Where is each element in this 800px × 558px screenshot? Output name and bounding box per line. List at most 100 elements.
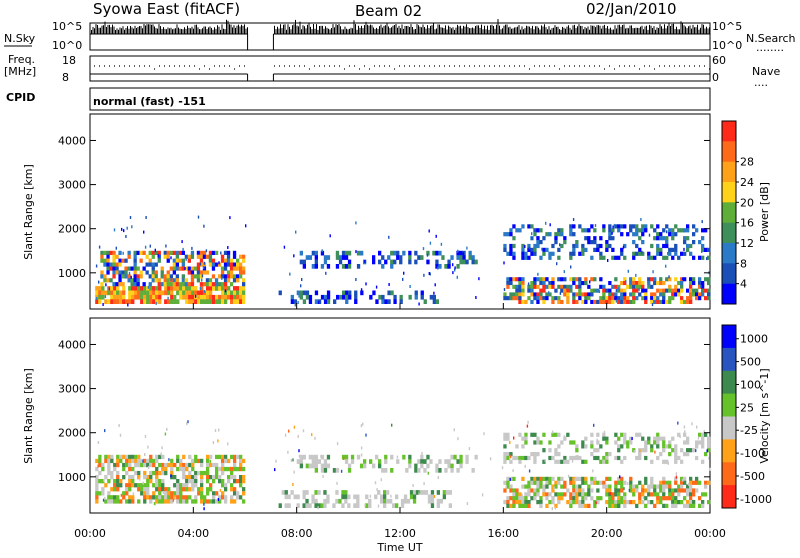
power-echo-cell xyxy=(656,299,660,304)
power-echo-cell xyxy=(599,243,603,249)
velocity-echo-cell xyxy=(308,454,312,460)
velocity-echo-cell xyxy=(170,495,174,500)
power-echo-cell xyxy=(575,243,579,249)
power-echo-cell xyxy=(462,255,466,260)
power-echo-cell xyxy=(314,264,318,269)
velocity-echo-cell xyxy=(665,480,669,485)
velocity-echo-cell xyxy=(680,480,684,485)
power-echo-cell xyxy=(420,294,424,300)
power-echo-cell xyxy=(641,224,645,229)
velocity-echo-cell xyxy=(430,490,435,495)
velocity-echo-cell xyxy=(695,440,699,445)
power-echo-cell xyxy=(170,286,174,291)
velocity-echo-cell xyxy=(581,503,585,508)
velocity-echo-cell xyxy=(626,440,630,445)
power-echo-speck xyxy=(466,246,468,250)
power-echo-cell xyxy=(336,294,340,300)
velocity-echo-speck xyxy=(144,435,147,438)
power-echo-cell xyxy=(118,258,122,263)
velocity-echo-cell xyxy=(512,476,516,481)
velocity-echo-cell xyxy=(548,500,552,505)
power-echo-cell xyxy=(584,277,588,282)
velocity-echo-cell xyxy=(320,454,325,460)
power-echo-cell xyxy=(599,255,603,260)
power-echo-cell xyxy=(653,281,657,286)
power-echo-cell xyxy=(137,294,141,300)
power-echo-cell xyxy=(503,243,507,249)
velocity-echo-cell xyxy=(344,459,349,464)
velocity-echo-cell xyxy=(173,483,177,488)
power-echo-cell xyxy=(223,282,228,287)
velocity-echo-speck xyxy=(551,430,554,434)
velocity-echo-cell xyxy=(224,458,228,464)
power-echo-cell xyxy=(560,277,564,282)
velocity-echo-cell xyxy=(426,463,430,469)
power-echo-cell xyxy=(683,299,687,304)
power-echo-cell xyxy=(599,299,603,304)
velocity-echo-cell xyxy=(590,488,594,493)
power-echo-cell xyxy=(158,299,162,304)
x-tick-label: 20:00 xyxy=(591,527,623,540)
power-echo-speck xyxy=(295,230,297,234)
power-echo-cell xyxy=(435,264,439,269)
power-echo-cell xyxy=(662,296,666,301)
power-echo-cell xyxy=(158,286,162,291)
power-echo-cell xyxy=(345,290,349,296)
velocity-echo-speck xyxy=(554,506,557,510)
velocity-echo-cell xyxy=(575,448,579,453)
velocity-echo-cell xyxy=(674,448,678,453)
power-echo-cell xyxy=(109,262,113,267)
power-echo-speck xyxy=(640,218,642,221)
power-echo-cell xyxy=(584,296,588,301)
velocity-echo-cell xyxy=(438,468,442,473)
velocity-echo-cell xyxy=(448,490,452,495)
power-echo-speck xyxy=(205,249,208,253)
velocity-echo-cell xyxy=(605,436,609,441)
power-echo-cell xyxy=(674,247,678,252)
velocity-echo-cell xyxy=(383,503,387,508)
power-echo-cell xyxy=(623,255,627,260)
power-echo-cell xyxy=(128,290,132,296)
power-echo-cell xyxy=(103,274,107,279)
velocity-echo-cell xyxy=(116,495,120,500)
velocity-echo-cell xyxy=(662,496,666,501)
power-echo-cell xyxy=(506,296,510,301)
velocity-echo-cell xyxy=(524,484,528,489)
power-echo-cell xyxy=(506,284,510,289)
velocity-echo-cell xyxy=(509,459,513,464)
power-echo-cell xyxy=(429,294,433,300)
velocity-echo-cell xyxy=(278,503,282,508)
power-echo-cell xyxy=(539,277,543,282)
velocity-echo-cell xyxy=(179,499,183,504)
velocity-colorbar-segment xyxy=(722,370,736,395)
velocity-echo-cell xyxy=(447,463,451,469)
velocity-echo-cell xyxy=(617,500,621,505)
velocity-echo-cell xyxy=(164,462,168,468)
velocity-echo-cell xyxy=(614,484,618,489)
velocity-echo-cell xyxy=(572,455,576,461)
velocity-echo-cell xyxy=(445,490,449,495)
velocity-echo-cell xyxy=(185,487,189,492)
power-echo-cell xyxy=(112,266,116,271)
power-echo-cell xyxy=(160,266,164,271)
power-echo-cell xyxy=(686,243,690,249)
power-colorbar-tick-label: 20 xyxy=(740,196,754,209)
velocity-echo-speck xyxy=(603,430,606,434)
power-echo-cell xyxy=(435,250,439,256)
velocity-echo-speck xyxy=(103,478,105,482)
power-echo-cell xyxy=(166,270,170,275)
velocity-colorbar-segment xyxy=(722,462,736,486)
power-echo-cell xyxy=(215,294,219,300)
velocity-echo-cell xyxy=(125,470,129,476)
velocity-echo-cell xyxy=(701,500,705,505)
velocity-echo-cell xyxy=(596,488,600,493)
velocity-echo-cell xyxy=(617,503,621,508)
velocity-echo-cell xyxy=(641,436,645,441)
velocity-echo-speck xyxy=(574,478,576,482)
velocity-echo-cell xyxy=(605,484,609,489)
velocity-echo-cell xyxy=(620,500,624,505)
velocity-echo-speck xyxy=(145,475,148,479)
velocity-echo-cell xyxy=(146,487,150,492)
velocity-echo-speck xyxy=(166,427,168,431)
power-echo-speck xyxy=(648,233,651,237)
